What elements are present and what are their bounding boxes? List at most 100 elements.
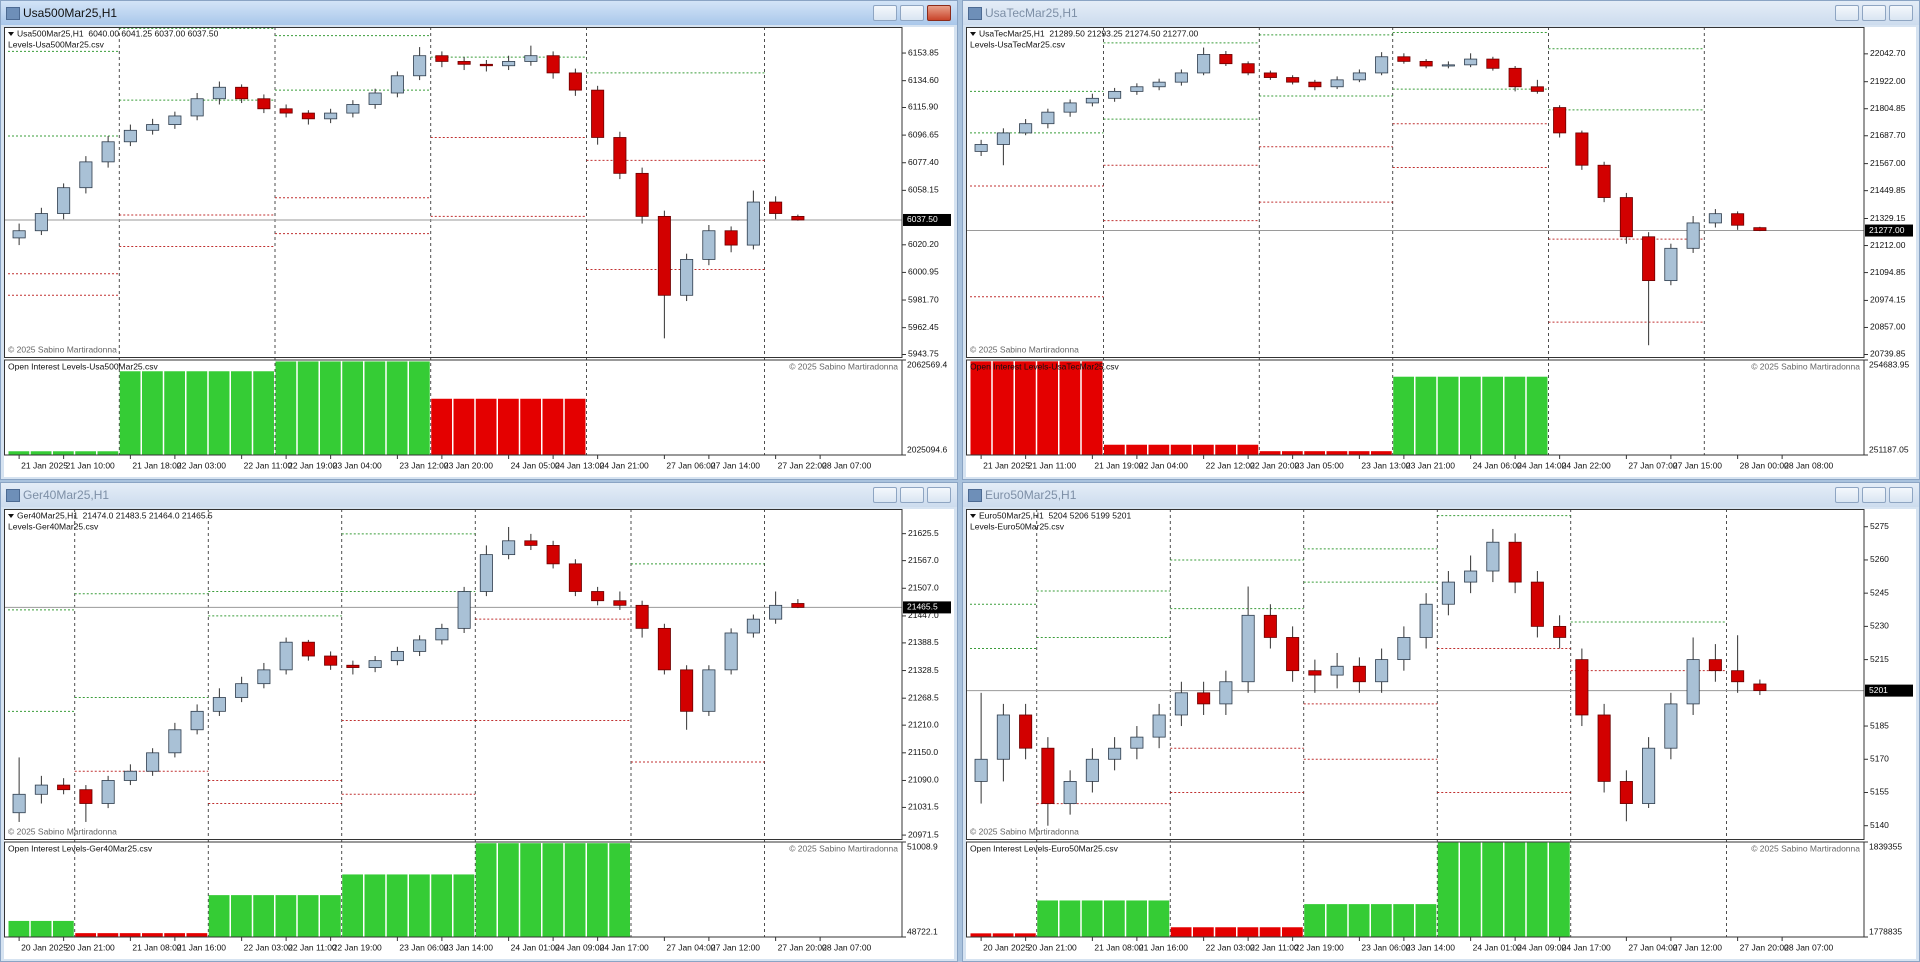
oi-bar: [53, 920, 74, 937]
header-arrow: [8, 514, 14, 518]
oi-bar: [1348, 904, 1370, 937]
candle-body: [1464, 58, 1478, 66]
current-price-label: 21465.5: [907, 602, 938, 612]
chart[interactable]: 21625.5 21567.0 21507.0 21447.0 21388.5 21328…: [4, 509, 954, 959]
candle-body: [324, 112, 338, 120]
candle-body: [1019, 714, 1033, 749]
chart[interactable]: 22042.70 21922.00 21804.85 21687.70 21567.00…: [966, 27, 1916, 477]
x-tick-label: 21 Jan 08:00: [132, 942, 181, 952]
oi-bar: [8, 451, 30, 455]
minimize-button[interactable]: [873, 487, 897, 503]
candle-body: [702, 230, 716, 260]
y-tick-label: 20971.5: [908, 829, 939, 839]
maximize-button[interactable]: [1862, 487, 1886, 503]
title-bar[interactable]: UsaTecMar25,H1: [963, 1, 1919, 25]
x-tick-label: 24 Jan 14:00: [1517, 460, 1566, 470]
x-tick-label: 22 Jan 20:00: [1250, 460, 1299, 470]
candle-body: [212, 86, 226, 100]
oi-bar: [1215, 927, 1236, 937]
y-tick-label: 5140: [1870, 820, 1889, 830]
candle-body: [1397, 637, 1411, 661]
candle-body: [1530, 581, 1544, 627]
oi-bar: [1504, 842, 1526, 937]
candle-body: [346, 664, 360, 668]
y-tick-label: 21268.5: [908, 692, 939, 702]
minimize-button[interactable]: [873, 5, 897, 21]
candle-body: [435, 55, 449, 62]
title-bar[interactable]: Ger40Mar25,H1: [1, 483, 957, 507]
y-tick-label: 6000.95: [908, 267, 939, 277]
candle-body: [1731, 213, 1745, 226]
minimize-button[interactable]: [1835, 487, 1859, 503]
oi-bar: [1081, 900, 1103, 937]
oi-bar: [970, 933, 992, 937]
chart[interactable]: 5275 5260 5245 5230 5215 5185 5170 5155 5140 1778…: [966, 509, 1916, 959]
close-button[interactable]: [927, 5, 951, 21]
candle-body: [1619, 197, 1633, 238]
x-tick-label: 27 Jan 15:00: [1673, 460, 1722, 470]
y-tick-label: 20974.15: [1870, 295, 1906, 305]
indicator-tick-label: 254683.95: [1869, 359, 1909, 369]
oi-bar: [386, 874, 408, 937]
oi-bar: [1126, 900, 1147, 937]
x-tick-label: 22 Jan 03:00: [1206, 942, 1255, 952]
close-button[interactable]: [1889, 5, 1913, 21]
candle-body: [123, 129, 137, 143]
y-tick-label: 21094.85: [1870, 267, 1906, 277]
candle-body: [791, 603, 805, 608]
candle-body: [1686, 659, 1700, 705]
candle-body: [146, 124, 160, 131]
candle-body: [1352, 72, 1366, 81]
x-tick-label: 24 Jan 09:00: [555, 942, 604, 952]
oi-bar: [992, 933, 1014, 937]
maximize-button[interactable]: [900, 487, 924, 503]
title-bar[interactable]: Usa500Mar25,H1: [1, 1, 957, 25]
indicator-panel-frame: [966, 359, 1865, 456]
candle-body: [568, 563, 582, 592]
y-tick-label: 21687.70: [1870, 130, 1906, 140]
indicator-title: Open Interest Levels-Usa500Mar25.csv: [8, 361, 159, 371]
y-tick-label: 21804.85: [1870, 103, 1906, 113]
x-tick-label: 23 Jan 13:00: [1361, 460, 1410, 470]
oi-bar: [75, 451, 96, 455]
candle-body: [34, 213, 48, 232]
close-button[interactable]: [1889, 487, 1913, 503]
candle-body: [1019, 123, 1033, 134]
minimize-button[interactable]: [1835, 5, 1859, 21]
candle-body: [1263, 614, 1277, 638]
x-tick-label: 23 Jan 20:00: [444, 460, 493, 470]
oi-bar: [186, 933, 208, 937]
candle-body: [257, 669, 271, 685]
close-button[interactable]: [927, 487, 951, 503]
oi-bar: [386, 361, 408, 455]
oi-bar: [97, 933, 119, 937]
x-tick-label: 23 Jan 14:00: [444, 942, 493, 952]
candle-body: [479, 63, 493, 67]
current-price-label: 5201: [1869, 685, 1888, 695]
candle-body: [1197, 692, 1211, 705]
title-bar[interactable]: Euro50Mar25,H1: [963, 483, 1919, 507]
y-tick-label: 5215: [1870, 654, 1889, 664]
maximize-button[interactable]: [900, 5, 924, 21]
oi-bar: [342, 361, 363, 455]
maximize-button[interactable]: [1862, 5, 1886, 21]
oi-bar: [342, 874, 363, 937]
chart-subtitle: Levels-Usa500Mar25.csv: [8, 39, 105, 49]
oi-bar: [453, 398, 475, 455]
candle-body: [1152, 714, 1166, 738]
candle-body: [390, 75, 404, 94]
candle-body: [613, 600, 627, 606]
x-tick-label: 24 Jan 13:00: [555, 460, 604, 470]
oi-bar: [75, 933, 96, 937]
chart[interactable]: 6153.85 6134.60 6115.90 6096.65 6077.40 6058.…: [4, 27, 954, 477]
x-tick-label: 24 Jan 06:00: [1473, 460, 1522, 470]
candle-body: [657, 215, 671, 296]
candle-body: [613, 137, 627, 174]
candle-body: [1575, 659, 1589, 716]
oi-bar: [1215, 444, 1236, 455]
candle-body: [1108, 747, 1122, 760]
oi-bar: [1037, 361, 1058, 455]
candle-body: [1085, 97, 1099, 104]
indicator-tick-label: 2062569.4: [907, 359, 947, 369]
candle-body: [1464, 570, 1478, 583]
